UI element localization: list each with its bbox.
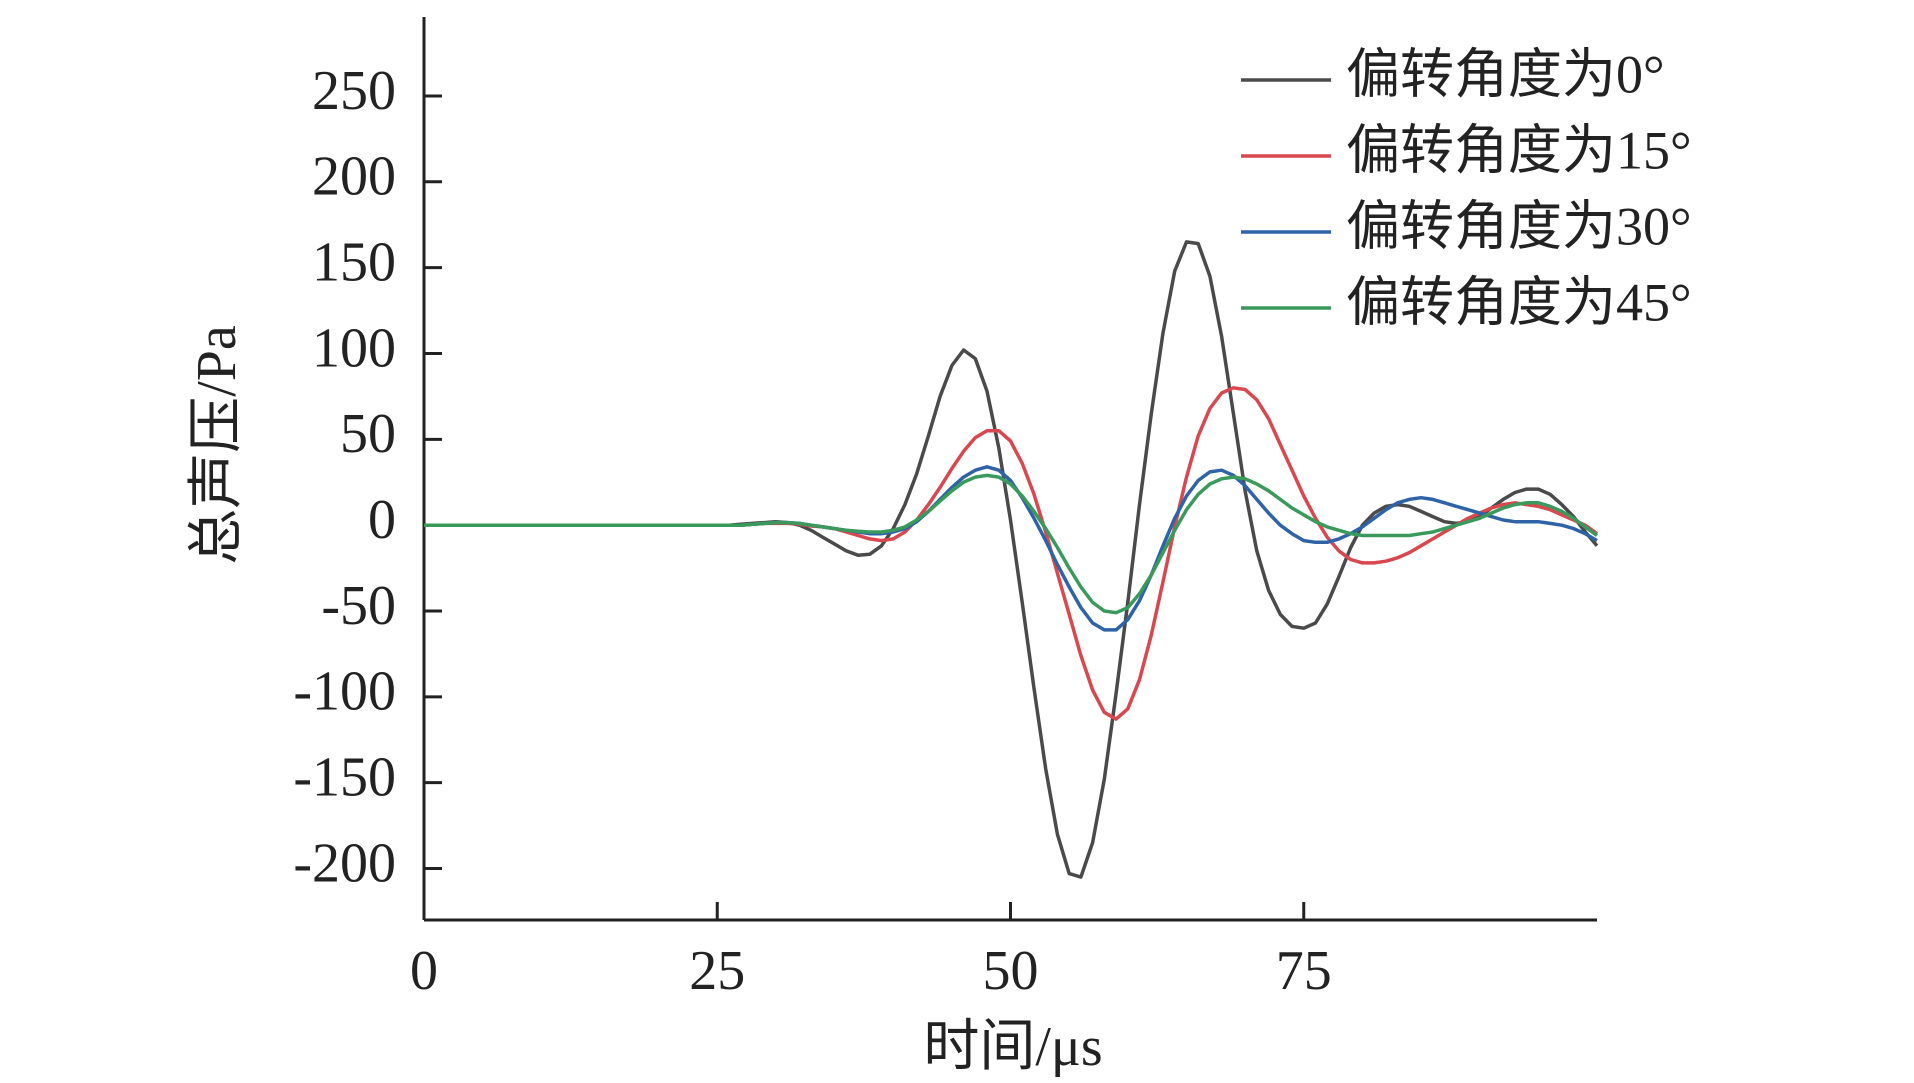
y-tick-label: 50	[340, 403, 396, 465]
x-axis-label: 时间/μs	[923, 1016, 1102, 1078]
x-tick-label: 75	[1276, 940, 1332, 1002]
series-line	[424, 473, 1599, 615]
y-tick-label: 100	[312, 317, 396, 379]
series-line	[424, 240, 1599, 879]
y-tick-label: -50	[321, 575, 396, 637]
x-tick-label: 25	[689, 940, 745, 1002]
x-tick-label: 50	[983, 940, 1039, 1002]
y-tick-label: 200	[312, 146, 396, 208]
legend-label: 偏转角度为0°	[1346, 44, 1665, 104]
x-tick-label: 0	[410, 940, 438, 1002]
legend-label: 偏转角度为30°	[1346, 196, 1692, 256]
y-tick-label: 150	[312, 231, 396, 293]
y-tick-label: -100	[293, 661, 396, 723]
y-tick-label: 0	[368, 489, 396, 551]
y-tick-label: -200	[293, 832, 396, 894]
y-tick-label: -150	[293, 747, 396, 809]
legend-label: 偏转角度为15°	[1346, 120, 1692, 180]
series-line	[424, 465, 1598, 632]
legend-label: 偏转角度为45°	[1346, 272, 1692, 332]
y-tick-label: 250	[312, 60, 396, 122]
series-line	[424, 386, 1599, 721]
y-axis-label: 总声压/Pa	[186, 325, 248, 565]
